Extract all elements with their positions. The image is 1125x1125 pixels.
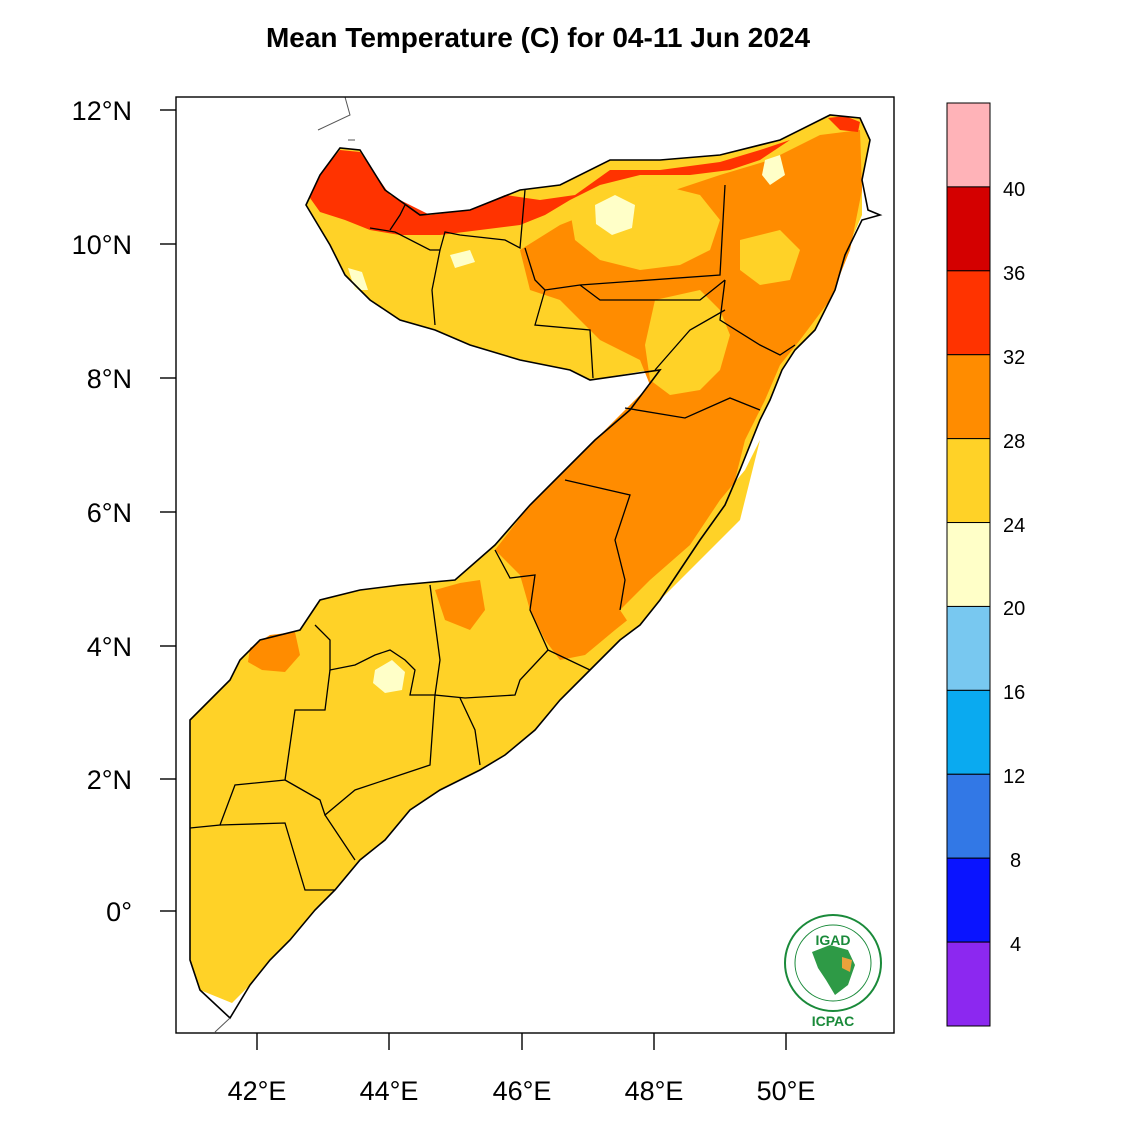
colorbar-label-32: 32	[1003, 347, 1025, 369]
igad-icpac-logo: IGAD ICPAC	[784, 914, 882, 1029]
colorbar-swatch	[946, 102, 991, 188]
colorbar-swatch	[946, 354, 991, 440]
colorbar-swatch	[946, 773, 991, 859]
colorbar: 40 36 32 28 24 20 16 12 8 4	[946, 102, 1025, 1027]
colorbar-label-24: 24	[1003, 515, 1025, 537]
country-outline	[189, 114, 883, 1020]
pale-patch-north	[595, 195, 635, 235]
neighbour-border-kenya	[214, 1017, 231, 1033]
lon-label-42e: 42°E	[228, 1076, 287, 1106]
colorbar-swatch	[946, 605, 991, 691]
lat-label-8n: 8°N	[87, 364, 132, 394]
lon-label-50e: 50°E	[757, 1076, 816, 1106]
south-orange-patch-1	[435, 580, 485, 630]
colorbar-swatch	[946, 941, 991, 1027]
east-yellow-pocket	[740, 230, 800, 285]
colorbar-swatches	[946, 102, 991, 1027]
colorbar-swatch	[946, 857, 991, 943]
logo-icpac-text: ICPAC	[812, 1013, 855, 1029]
lat-axis: 12°N 10°N 8°N 6°N 4°N 2°N 0°	[72, 96, 176, 927]
igad-region-icon	[842, 957, 852, 972]
colorbar-swatch	[946, 438, 991, 524]
lat-label-0: 0°	[106, 897, 132, 927]
colorbar-label-4: 4	[1010, 934, 1021, 956]
colorbar-label-20: 20	[1003, 598, 1025, 620]
colorbar-label-12: 12	[1003, 766, 1025, 788]
colorbar-label-36: 36	[1003, 263, 1025, 285]
lon-label-48e: 48°E	[625, 1076, 684, 1106]
region-borders	[189, 184, 796, 891]
colorbar-swatch	[946, 270, 991, 356]
colorbar-frame	[946, 102, 991, 1027]
pale-patch-nw	[450, 250, 475, 268]
chart-title: Mean Temperature (C) for 04-11 Jun 2024	[266, 22, 811, 53]
north-yellow-pocket-2	[645, 290, 730, 395]
lat-label-12n: 12°N	[72, 96, 132, 126]
northeast-hot-tip	[828, 116, 860, 132]
colorbar-label-16: 16	[1003, 682, 1025, 704]
lon-axis: 42°E 44°E 46°E 48°E 50°E	[228, 1033, 816, 1106]
lat-label-4n: 4°N	[87, 632, 132, 662]
lon-label-46e: 46°E	[493, 1076, 552, 1106]
lat-label-10n: 10°N	[72, 230, 132, 260]
lat-label-6n: 6°N	[87, 498, 132, 528]
pale-patch-south	[373, 660, 405, 693]
temperature-field	[190, 115, 870, 1003]
pale-patch-west	[348, 268, 368, 290]
colorbar-swatch	[946, 186, 991, 272]
colorbar-label-28: 28	[1003, 431, 1025, 453]
neighbour-border-djibouti	[317, 96, 355, 141]
pale-patch-ne	[762, 155, 785, 185]
logo-igad-text: IGAD	[816, 932, 851, 948]
colorbar-swatch	[946, 522, 991, 607]
map-frame	[175, 96, 895, 1034]
africa-map-icon	[812, 945, 855, 995]
colorbar-label-40: 40	[1003, 179, 1025, 201]
colorbar-label-8: 8	[1010, 850, 1021, 872]
lon-label-44e: 44°E	[360, 1076, 419, 1106]
south-orange-patch-2	[248, 632, 300, 672]
east-coast-yellow	[620, 440, 760, 625]
colorbar-swatch	[946, 689, 991, 775]
lat-label-2n: 2°N	[87, 765, 132, 795]
